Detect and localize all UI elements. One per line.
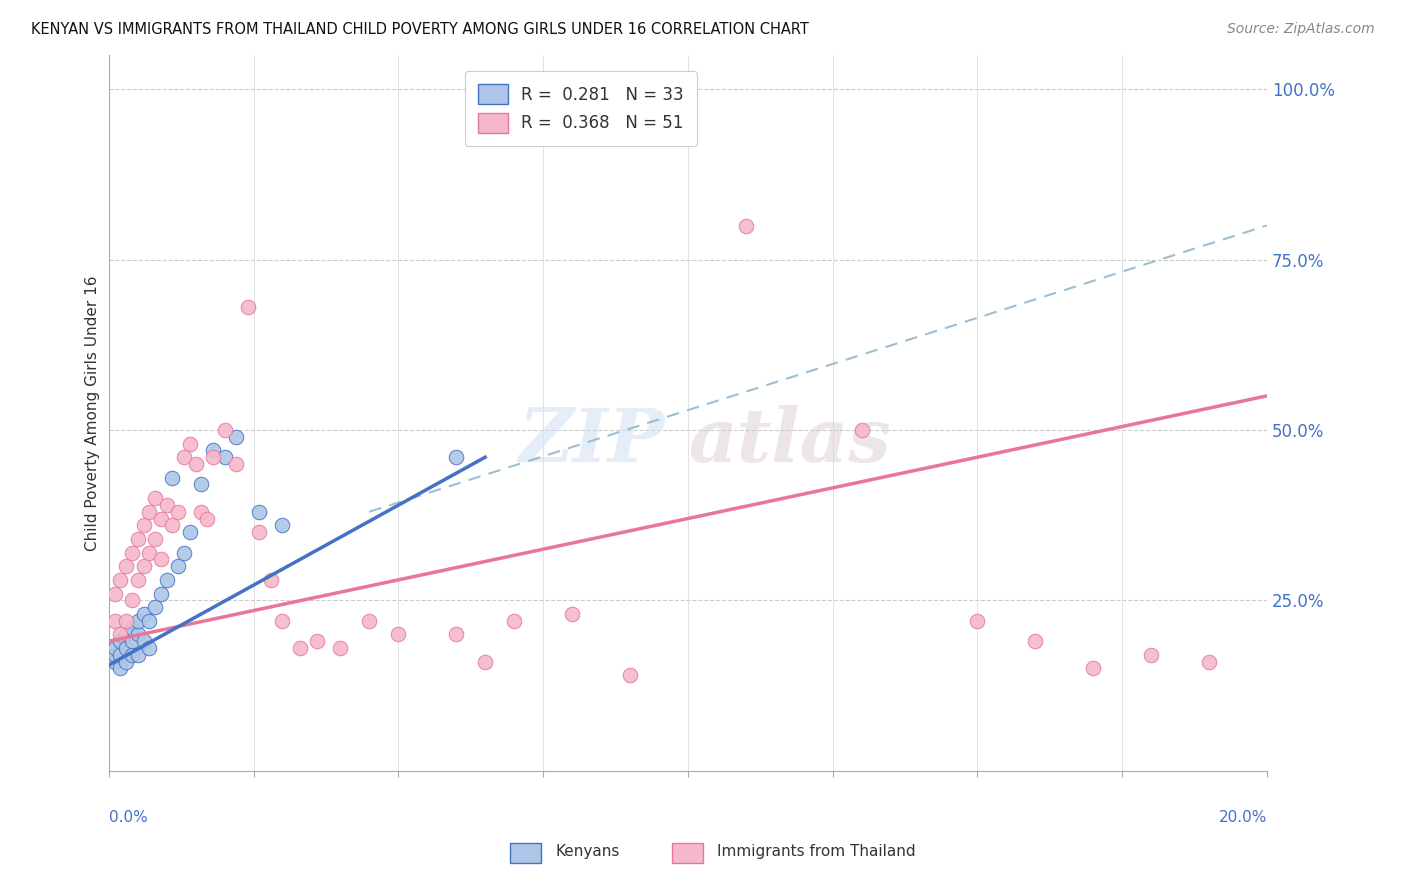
Point <box>103 614 125 628</box>
Point <box>138 505 160 519</box>
Text: Immigrants from Thailand: Immigrants from Thailand <box>717 845 915 859</box>
Point <box>127 532 149 546</box>
Point <box>103 586 125 600</box>
Point <box>121 648 143 662</box>
Point <box>103 648 125 662</box>
Point <box>387 627 409 641</box>
Point <box>260 573 283 587</box>
Legend: R =  0.281   N = 33, R =  0.368   N = 51: R = 0.281 N = 33, R = 0.368 N = 51 <box>464 70 697 146</box>
Point <box>173 450 195 465</box>
Point <box>236 300 259 314</box>
Text: 20.0%: 20.0% <box>1219 810 1267 825</box>
Text: atlas: atlas <box>688 405 890 478</box>
Point <box>173 546 195 560</box>
Point <box>103 640 125 655</box>
Point <box>162 470 184 484</box>
Text: Source: ZipAtlas.com: Source: ZipAtlas.com <box>1227 22 1375 37</box>
Point <box>1140 648 1163 662</box>
Point <box>138 640 160 655</box>
Point <box>474 655 496 669</box>
Point <box>444 627 467 641</box>
Point <box>121 546 143 560</box>
Point <box>138 546 160 560</box>
Point <box>115 559 138 574</box>
Point <box>676 116 699 130</box>
Point <box>156 498 179 512</box>
Point <box>271 614 294 628</box>
Point <box>214 450 236 465</box>
Point <box>115 655 138 669</box>
Point <box>132 634 155 648</box>
Point <box>127 627 149 641</box>
Point <box>201 443 224 458</box>
Point <box>132 607 155 621</box>
Point <box>115 627 138 641</box>
Point <box>110 661 132 675</box>
Point <box>195 511 218 525</box>
Point <box>121 621 143 635</box>
Point <box>184 457 207 471</box>
Point <box>132 559 155 574</box>
Point <box>179 436 201 450</box>
Y-axis label: Child Poverty Among Girls Under 16: Child Poverty Among Girls Under 16 <box>86 275 100 550</box>
Point <box>247 505 270 519</box>
Point <box>110 648 132 662</box>
Text: ZIP: ZIP <box>519 405 665 478</box>
Point <box>201 450 224 465</box>
Point <box>132 518 155 533</box>
Point <box>329 640 352 655</box>
Text: KENYAN VS IMMIGRANTS FROM THAILAND CHILD POVERTY AMONG GIRLS UNDER 16 CORRELATIO: KENYAN VS IMMIGRANTS FROM THAILAND CHILD… <box>31 22 808 37</box>
Point <box>115 640 138 655</box>
Point <box>288 640 311 655</box>
Point <box>115 614 138 628</box>
Point <box>110 634 132 648</box>
Point <box>110 627 132 641</box>
Point <box>110 573 132 587</box>
Point <box>225 430 247 444</box>
Point <box>561 607 583 621</box>
Point <box>190 505 212 519</box>
Point <box>359 614 381 628</box>
Point <box>149 586 172 600</box>
Point <box>851 423 873 437</box>
Point <box>149 511 172 525</box>
Point <box>143 532 166 546</box>
Point <box>127 614 149 628</box>
Point <box>121 634 143 648</box>
Point <box>156 573 179 587</box>
Point <box>103 655 125 669</box>
Point <box>1024 634 1046 648</box>
Point <box>121 593 143 607</box>
Point <box>162 518 184 533</box>
Point <box>734 219 756 233</box>
Point <box>307 634 329 648</box>
Point <box>138 614 160 628</box>
Point <box>167 505 190 519</box>
Point <box>966 614 988 628</box>
Text: 0.0%: 0.0% <box>108 810 148 825</box>
Point <box>179 525 201 540</box>
Point <box>1083 661 1105 675</box>
Point <box>149 552 172 566</box>
Point <box>127 573 149 587</box>
Point <box>271 518 294 533</box>
Text: Kenyans: Kenyans <box>555 845 620 859</box>
Point <box>503 614 526 628</box>
Point <box>444 450 467 465</box>
Point <box>247 525 270 540</box>
Point <box>143 600 166 615</box>
Point <box>167 559 190 574</box>
Point <box>619 668 641 682</box>
Point <box>127 648 149 662</box>
Point <box>1198 655 1220 669</box>
Point <box>190 477 212 491</box>
Point <box>214 423 236 437</box>
Point <box>225 457 247 471</box>
Point <box>143 491 166 505</box>
